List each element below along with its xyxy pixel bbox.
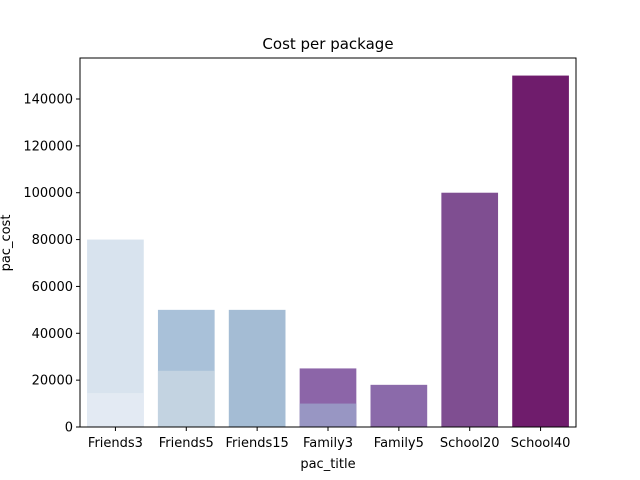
- bar-school20: [441, 192, 499, 427]
- overlay-bar-family3: [299, 403, 357, 427]
- y-axis-label: pac_cost: [0, 215, 14, 272]
- y-tick-label: 40000: [32, 327, 73, 342]
- bars-layer: [87, 75, 569, 428]
- y-tick-label: 20000: [32, 374, 73, 389]
- x-tick-label: Friends3: [88, 436, 143, 451]
- x-tick-label: School20: [440, 436, 500, 451]
- x-tick-label: Friends15: [225, 436, 288, 451]
- x-axis: Friends3 Friends5 Friends15 Family3 Family5 S…: [88, 427, 571, 451]
- x-axis-label: pac_title: [300, 457, 355, 472]
- bar-school40: [512, 75, 569, 428]
- plot-frame: [79, 57, 577, 428]
- bar-friends15: [228, 309, 286, 427]
- x-tick-label: Friends5: [159, 436, 214, 451]
- x-tick-label: School40: [511, 436, 571, 451]
- y-tick-label: 60000: [32, 280, 73, 295]
- x-tick-label: Family5: [374, 436, 424, 451]
- overlay-bar-friends5: [157, 370, 215, 427]
- y-axis: 0 20000 40000 60000 80000 100000 120000 140000: [23, 93, 80, 436]
- overlay-bar-friends3: [87, 393, 144, 427]
- y-tick-label: 120000: [23, 139, 73, 154]
- x-tick-label: Family3: [303, 436, 353, 451]
- chart-title: Cost per package: [262, 35, 393, 53]
- y-tick-label: 140000: [23, 93, 73, 108]
- y-tick-label: 100000: [23, 186, 73, 201]
- y-tick-label: 80000: [32, 233, 73, 248]
- bar-family5: [370, 384, 428, 427]
- y-tick-label: 0: [65, 421, 73, 436]
